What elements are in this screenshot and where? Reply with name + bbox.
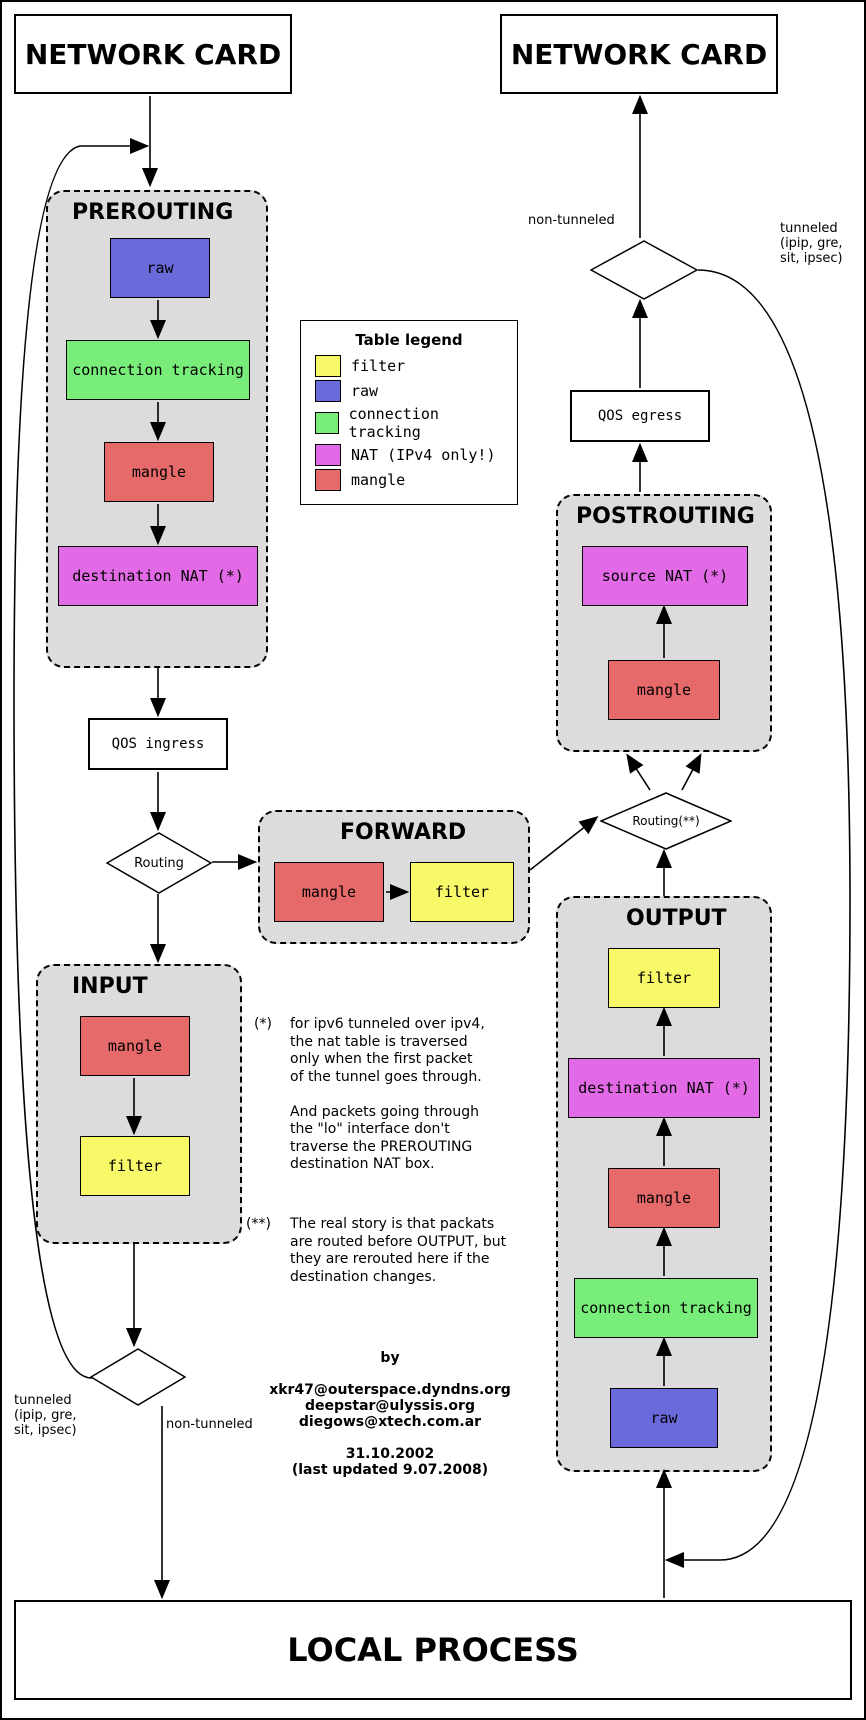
- legend-label: mangle: [351, 471, 405, 489]
- credits-date: 31.10.2002: [260, 1446, 520, 1462]
- legend-row: raw: [315, 380, 503, 402]
- note1: for ipv6 tunneled over ipv4, the nat tab…: [290, 1016, 510, 1174]
- prerouting-mangle: mangle: [104, 442, 214, 502]
- swatch-raw: [315, 380, 341, 402]
- routing2-label: Routing(**): [600, 792, 732, 850]
- local-process-label: LOCAL PROCESS: [287, 1631, 579, 1669]
- routing2-diamond: Routing(**): [600, 792, 732, 850]
- forward-mangle: mangle: [274, 862, 384, 922]
- legend-label: raw: [351, 382, 378, 400]
- swatch-conntrack: [315, 412, 339, 434]
- qos-egress-label: QOS egress: [598, 408, 682, 424]
- prerouting-raw: raw: [110, 238, 210, 298]
- tunnel-diamond-left: [90, 1348, 186, 1406]
- title-postrouting: POSTROUTING: [576, 504, 755, 529]
- title-input: INPUT: [72, 974, 148, 999]
- label-tunneled-right: tunneled (ipip, gre, sit, ipsec): [780, 222, 843, 267]
- qos-ingress-label: QOS ingress: [112, 736, 205, 752]
- legend-row: NAT (IPv4 only!): [315, 444, 503, 466]
- note2: The real story is that packats are route…: [290, 1216, 510, 1286]
- input-mangle: mangle: [80, 1016, 190, 1076]
- prerouting-nat: destination NAT (*): [58, 546, 258, 606]
- legend-title: Table legend: [315, 331, 503, 349]
- legend-row: filter: [315, 355, 503, 377]
- group-input: [36, 964, 242, 1244]
- output-filter: filter: [608, 948, 720, 1008]
- label-nontunneled-left: non-tunneled: [166, 1418, 253, 1433]
- prerouting-conntrack: connection tracking: [66, 340, 250, 400]
- legend: Table legend filter raw connection track…: [300, 320, 518, 505]
- legend-label: connection tracking: [349, 405, 503, 441]
- title-forward: FORWARD: [340, 820, 466, 845]
- note1-marker: (*): [254, 1016, 272, 1034]
- postrouting-mangle: mangle: [608, 660, 720, 720]
- credits-line: deepstar@ulyssis.org: [260, 1398, 520, 1414]
- output-mangle: mangle: [608, 1168, 720, 1228]
- note2-marker: (**): [246, 1216, 271, 1234]
- swatch-filter: [315, 355, 341, 377]
- routing-label: Routing: [106, 832, 212, 894]
- top-card-right: NETWORK CARD: [500, 14, 778, 94]
- local-process: LOCAL PROCESS: [14, 1600, 852, 1700]
- output-nat: destination NAT (*): [568, 1058, 760, 1118]
- top-card-left: NETWORK CARD: [14, 14, 292, 94]
- credits-line: diegows@xtech.com.ar: [260, 1414, 520, 1430]
- legend-label: filter: [351, 357, 405, 375]
- swatch-mangle: [315, 469, 341, 491]
- tunnel-diamond-right: [590, 240, 698, 300]
- input-filter: filter: [80, 1136, 190, 1196]
- qos-egress: QOS egress: [570, 390, 710, 442]
- credits-by: by: [260, 1350, 520, 1366]
- output-raw: raw: [610, 1388, 718, 1448]
- postrouting-nat: source NAT (*): [582, 546, 748, 606]
- credits-line: xkr47@outerspace.dyndns.org: [260, 1382, 520, 1398]
- output-conntrack: connection tracking: [574, 1278, 758, 1338]
- forward-filter: filter: [410, 862, 514, 922]
- routing-diamond: Routing: [106, 832, 212, 894]
- qos-ingress: QOS ingress: [88, 718, 228, 770]
- title-prerouting: PREROUTING: [72, 200, 233, 225]
- legend-row: connection tracking: [315, 405, 503, 441]
- swatch-nat: [315, 444, 341, 466]
- credits: by xkr47@outerspace.dyndns.org deepstar@…: [260, 1350, 520, 1478]
- title-output: OUTPUT: [626, 906, 727, 931]
- top-card-right-label: NETWORK CARD: [511, 38, 767, 71]
- label-tunneled-left: tunneled (ipip, gre, sit, ipsec): [14, 1394, 77, 1439]
- legend-row: mangle: [315, 469, 503, 491]
- credits-updated: (last updated 9.07.2008): [260, 1462, 520, 1478]
- top-card-left-label: NETWORK CARD: [25, 38, 281, 71]
- legend-label: NAT (IPv4 only!): [351, 446, 496, 464]
- label-nontunneled-right: non-tunneled: [528, 214, 615, 229]
